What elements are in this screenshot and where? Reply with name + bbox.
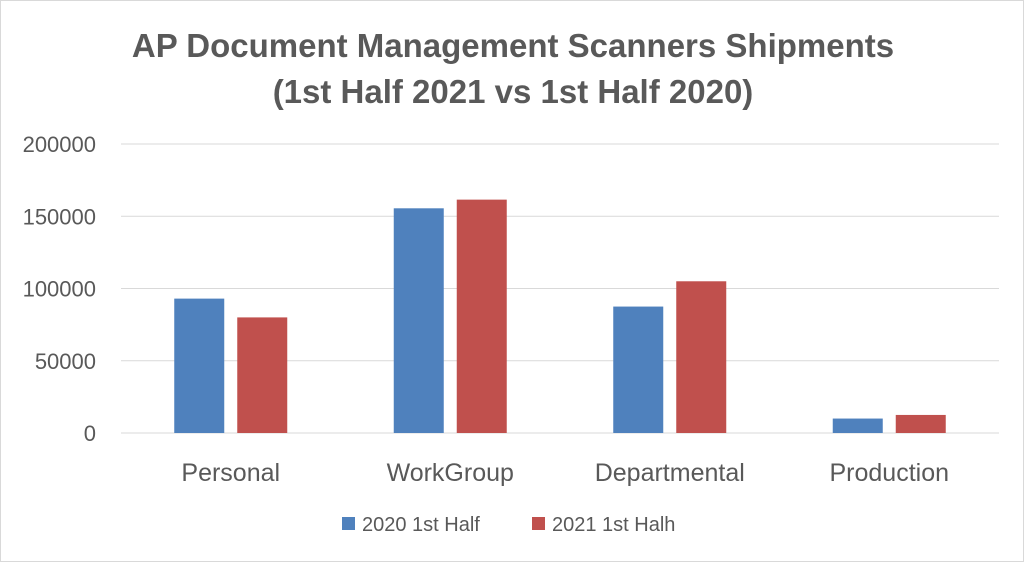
- chart-title-block: AP Document Management Scanners Shipment…: [1, 23, 1024, 115]
- legend-swatch: [342, 517, 355, 530]
- legend-swatch: [532, 517, 545, 530]
- legend: 2020 1st Half 2021 1st Halh: [342, 514, 675, 536]
- bar-personal-series-1: [174, 298, 225, 433]
- x-tick-label: Production: [829, 459, 949, 487]
- y-axis: 0 50000 100000 150000 200000: [23, 132, 96, 446]
- bar-personal-series-2: [237, 317, 288, 433]
- bar-workgroup-series-2: [456, 199, 507, 433]
- bars: [174, 199, 946, 433]
- y-tick-label: 50000: [35, 349, 96, 374]
- x-tick-label: Departmental: [595, 459, 745, 487]
- bar-production-series-1: [832, 418, 883, 433]
- y-tick-label: 200000: [23, 132, 96, 157]
- y-tick-label: 150000: [23, 204, 96, 229]
- y-tick-label: 100000: [23, 277, 96, 302]
- y-tick-label: 0: [84, 421, 96, 446]
- chart-title: AP Document Management Scanners Shipment…: [131, 27, 895, 64]
- bar-production-series-2: [895, 414, 946, 433]
- x-axis: Personal WorkGroup Departmental Production: [181, 459, 949, 487]
- chart-subtitle: (1st Half 2021 vs 1st Half 2020): [272, 73, 754, 110]
- bar-departmental-series-1: [613, 306, 664, 433]
- x-tick-label: WorkGroup: [387, 459, 514, 487]
- legend-label: 2021 1st Halh: [552, 514, 675, 536]
- bar-departmental-series-2: [676, 281, 727, 433]
- x-tick-label: Personal: [181, 459, 280, 487]
- bar-workgroup-series-1: [393, 208, 444, 433]
- legend-label: 2020 1st Half: [362, 514, 480, 536]
